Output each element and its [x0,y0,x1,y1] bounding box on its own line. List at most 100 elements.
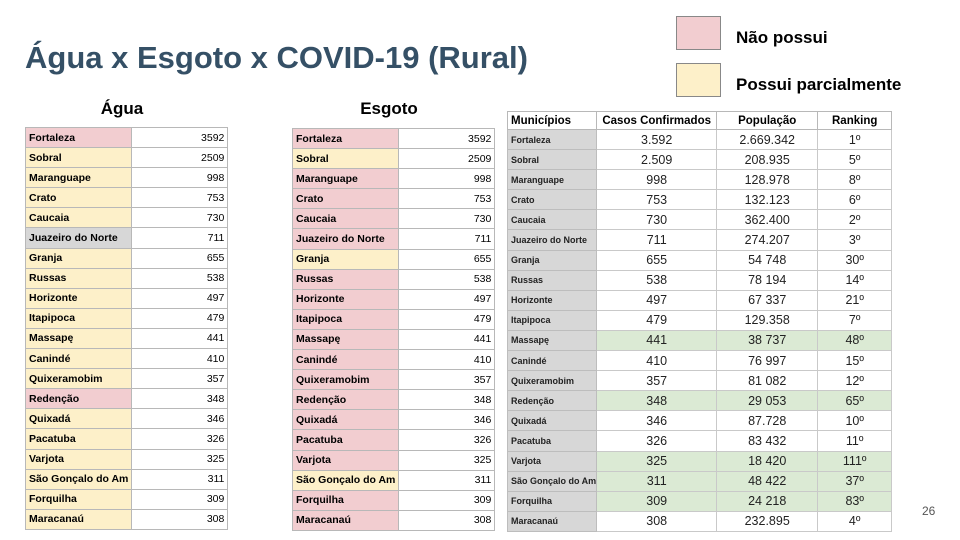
municipality-name: Massapę [291,328,400,351]
ranking: 5º [817,149,893,171]
table-row: Redenção 348 [291,389,496,411]
municipality-name: Varjota [506,450,598,472]
confirmed-cases: 998 [398,168,496,190]
table-row: Horizonte 497 67 337 21º [506,289,893,311]
confirmed-cases: 730 [131,207,229,229]
confirmed-cases: 538 [596,269,718,291]
population: 76 997 [716,350,819,372]
table-row: Caucaia 730 [24,207,229,229]
confirmed-cases: 348 [398,389,496,411]
table-header-row: Municípios Casos Confirmados População Rank… [506,111,893,130]
confirmed-cases: 730 [398,208,496,230]
population: 362.400 [716,209,819,231]
table-row: Itapipoca 479 129.358 7º [506,309,893,331]
table-row: Maranguape 998 128.978 8º [506,169,893,191]
table-row: Forquilha 309 24 218 83º [506,490,893,512]
agua-table-heading: Água [100,99,144,118]
ranking: 6º [817,189,893,211]
table-row: Quixadá 346 [291,409,496,431]
confirmed-cases: 308 [596,510,718,532]
table-row: São Gonçalo do Am 311 [291,469,496,491]
confirmed-cases: 357 [131,368,229,390]
confirmed-cases: 309 [398,489,496,511]
confirmed-cases: 325 [398,449,496,471]
table-row: Juazeiro do Norte 711 274.207 3º [506,229,893,251]
covid-cases-table: Municípios Casos Confirmados População Rank… [506,111,893,532]
municipality-name: Massapę [24,327,133,350]
confirmed-cases: 730 [596,209,718,231]
municipality-name: Varjota [291,449,400,471]
confirmed-cases: 311 [596,470,718,492]
ranking: 7º [817,309,893,331]
municipality-name: Juazeiro do Norte [291,228,400,250]
population: 24 218 [716,490,819,512]
confirmed-cases: 753 [398,188,496,210]
municipality-name: Pacatuba [506,430,598,452]
municipality-name: Maranguape [291,168,400,190]
table-row: Quixeramobim 357 81 082 12º [506,370,893,392]
agua-table: Fortaleza 3592 Sobral 2509 Maranguape 998 Crat… [24,126,229,530]
header-populacao: População [716,111,819,130]
municipality-name: Russas [24,267,133,289]
municipality-name: Caucaia [291,208,400,230]
table-row: Maracanaú 308 232.895 4º [506,510,893,532]
legend-swatch-nao-possui [676,16,721,50]
municipality-name: Sobral [291,148,400,170]
ranking: 30º [817,249,893,271]
confirmed-cases: 308 [131,508,229,530]
municipality-name: Maracanaú [291,509,400,531]
municipality-name: Canindé [291,349,400,371]
confirmed-cases: 346 [131,408,229,430]
municipality-name: Russas [506,269,598,291]
municipality-name: Redenção [291,389,400,411]
municipality-name: Forquilha [506,490,598,512]
confirmed-cases: 309 [131,488,229,510]
ranking: 37º [817,470,893,492]
municipality-name: Maracanaú [24,508,133,530]
confirmed-cases: 410 [596,350,718,372]
confirmed-cases: 711 [596,229,718,251]
table-row: Itapipoca 479 [24,307,229,329]
ranking: 83º [817,490,893,512]
confirmed-cases: 711 [131,227,229,249]
confirmed-cases: 2509 [398,148,496,170]
population: 232.895 [716,510,819,532]
municipality-name: Caucaia [506,209,598,231]
table-row: Fortaleza 3592 [24,126,229,149]
table-row: Crato 753 [291,188,496,210]
municipality-name: Itapipoca [24,307,133,329]
table-row: São Gonçalo do Am 311 [24,468,229,490]
municipality-name: Juazeiro do Norte [506,229,598,251]
population: 78 194 [716,269,819,291]
municipality-name: Quixadá [506,410,598,432]
table-row: Russas 538 [291,268,496,290]
esgoto-table-heading: Esgoto [360,99,418,118]
table-row: Massapę 441 [24,327,229,350]
municipality-name: Horizonte [291,288,400,310]
table-row: Massapę 441 38 737 48º [506,329,893,352]
table-row: Redenção 348 [24,388,229,410]
municipality-name: Itapipoca [291,308,400,330]
population: 208.935 [716,149,819,171]
municipality-name: Redenção [506,390,598,412]
table-row: Varjota 325 [291,449,496,471]
confirmed-cases: 2.509 [596,149,718,171]
table-row: Pacatuba 326 83 432 11º [506,430,893,452]
confirmed-cases: 326 [131,428,229,450]
confirmed-cases: 497 [596,289,718,311]
confirmed-cases: 479 [596,309,718,331]
population: 274.207 [716,229,819,251]
ranking: 14º [817,269,893,291]
table-row: Quixeramobim 357 [291,369,496,391]
header-municipios: Municípios [506,111,598,130]
table-row: Forquilha 309 [24,488,229,510]
confirmed-cases: 325 [596,450,718,472]
municipality-name: Canindé [506,350,598,372]
confirmed-cases: 311 [131,468,229,490]
table-row: Horizonte 497 [24,287,229,309]
confirmed-cases: 3592 [398,127,496,150]
confirmed-cases: 998 [131,167,229,189]
confirmed-cases: 711 [398,228,496,250]
population: 132.123 [716,189,819,211]
ranking: 65º [817,390,893,412]
